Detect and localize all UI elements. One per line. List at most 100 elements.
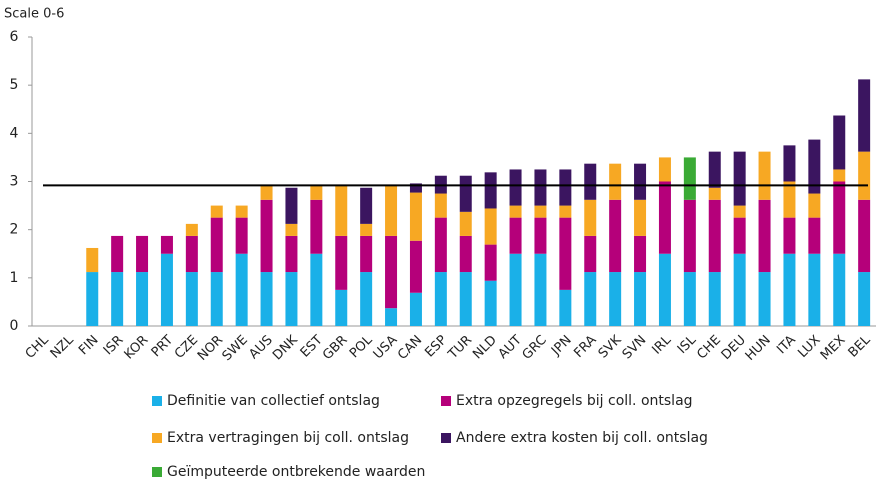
bar-segment [634,163,647,200]
bar-segment [683,157,696,200]
bar-segment [758,199,771,273]
bar-segment [285,187,298,224]
x-tick-label: IRL [649,332,674,357]
bar-segment [559,289,572,326]
bar-segment [708,272,721,326]
bar-segment [534,253,547,326]
x-tick-label: NOR [195,333,226,364]
x-tick-label: CZE [172,333,201,362]
y-tick-label: 6 [10,29,19,45]
x-tick-label: GBR [320,333,350,363]
x-tick-label: USA [371,333,401,363]
y-tick-label: 5 [10,77,19,93]
bar-segment [509,169,522,206]
bar-segment [335,235,348,290]
bar-segment [310,253,323,326]
bar-segment [235,217,248,254]
bar-segment [609,272,622,326]
legend-label: Andere extra kosten bij coll. ontslag [456,430,708,446]
bar-segment [758,151,771,200]
bar-segment [285,235,298,273]
bar-segment [634,235,647,273]
x-tick-label: CHE [694,333,724,363]
bar-segment [136,235,149,273]
bar-segment [609,163,622,200]
bar-segment [409,292,422,326]
bar-segment [708,187,721,200]
bar-segment [160,235,173,254]
bar-segment [658,181,671,254]
legend-label: Geïmputeerde ontbrekende waarden [167,464,425,480]
bar-segment [484,280,497,326]
x-tick-label: FIN [76,333,101,358]
bar-segment [559,169,572,206]
bar-segment [409,183,422,193]
bar-segment [658,157,671,182]
bar-segment [783,181,796,218]
bar-segment [733,217,746,254]
bar-segment [335,289,348,326]
bar-segment [783,217,796,254]
bar-segment [634,272,647,326]
bar-segment [111,235,124,273]
x-tick-label: HUN [743,333,774,364]
x-tick-label: SVN [620,333,650,363]
bar-segment [833,115,846,170]
bar-segment [185,223,198,236]
x-tick-label: PRT [149,333,177,361]
bar-segment [708,199,721,273]
bar-segment [136,272,149,326]
bar-segment [409,192,422,241]
bar-segment [683,272,696,326]
x-tick-label: MEX [818,333,849,364]
x-tick-label: ESP [422,333,450,361]
bar-segment [434,272,447,326]
bar-segment [484,208,497,245]
bar-segment [459,175,472,212]
bar-segment [434,193,447,218]
bar-segment [584,199,597,236]
bar-segment [708,151,721,188]
bar-segment [210,272,223,326]
bar-segment [235,205,248,218]
bar-segment [459,235,472,273]
bar-segment [584,235,597,273]
bar-segment [385,185,398,236]
bar-segment [808,193,821,218]
bar-segment [858,199,871,273]
bar-segment [783,253,796,326]
legend-swatch [152,433,162,443]
bar-segment [584,272,597,326]
bar-segment [534,205,547,218]
x-tick-label: EST [298,333,326,361]
x-tick-label: SVK [596,332,625,361]
bar-segment [534,169,547,206]
bar-segment [385,308,398,326]
legend-swatch [152,396,162,406]
legend-swatch [441,396,451,406]
bar-segment [385,235,398,309]
bar-segment [808,253,821,326]
bar-segment [534,217,547,254]
bar-segment [360,187,373,224]
bar-segment [310,185,323,200]
x-tick-label: BEL [846,332,874,360]
bar-segment [509,205,522,218]
bar-segment [783,145,796,182]
bar-segment [833,169,846,182]
x-tick-label: POL [347,332,376,361]
bar-segment [808,139,821,194]
bar-segment [459,211,472,236]
bar-segment [484,172,497,209]
y-tick-label: 1 [10,270,19,286]
x-tick-label: ITA [774,333,799,358]
bar-segment [858,272,871,326]
bar-segment [733,205,746,218]
bar-segment [360,235,373,273]
bar-segment [285,272,298,326]
bar-segment [210,217,223,273]
y-tick-label: 0 [10,318,19,334]
x-tick-label: GRC [520,333,550,363]
bar-segment [683,199,696,273]
